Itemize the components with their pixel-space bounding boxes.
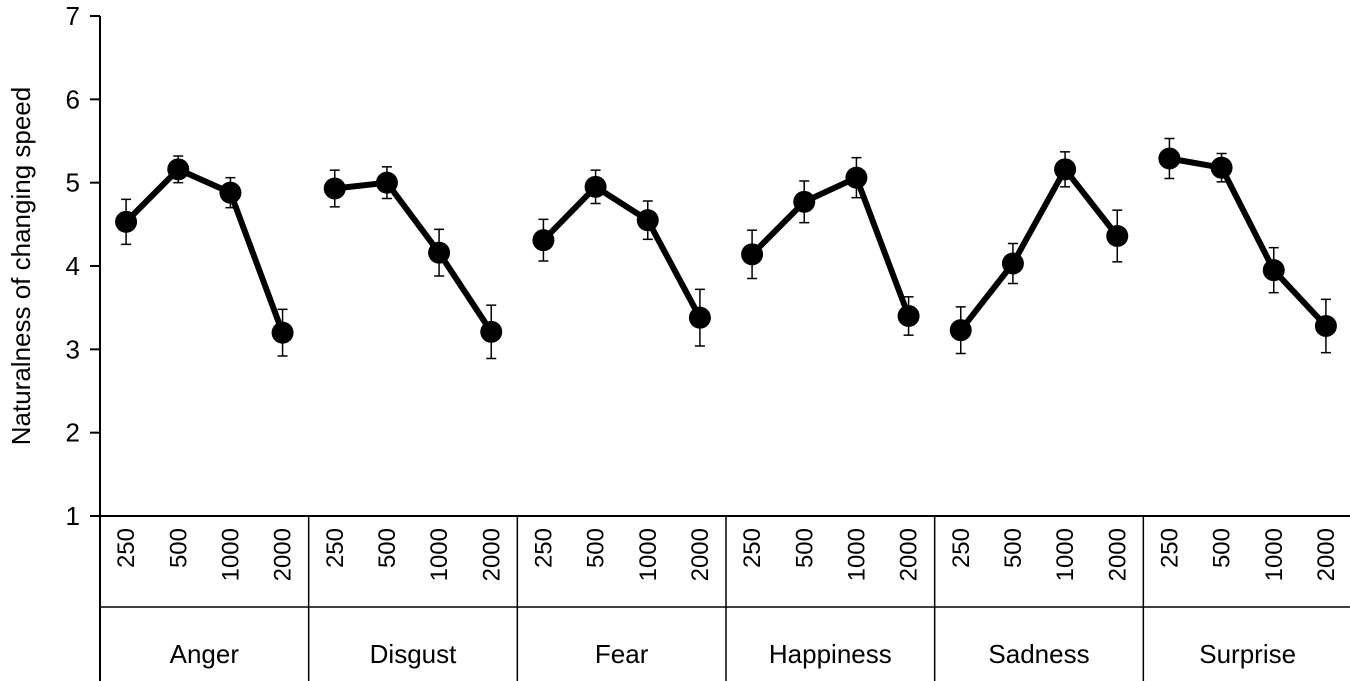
y-tick-label: 3 — [66, 334, 80, 364]
y-tick-label: 7 — [66, 1, 80, 31]
x-tick-label: 500 — [583, 528, 610, 568]
x-tick-label: 2000 — [478, 528, 505, 581]
x-tick-label: 1000 — [217, 528, 244, 581]
data-point — [584, 175, 607, 198]
x-tick-label: 1000 — [1261, 528, 1288, 581]
x-tick-label: 500 — [1209, 528, 1236, 568]
group-label: Anger — [170, 639, 240, 669]
x-tick-label: 500 — [374, 528, 401, 568]
data-point — [845, 166, 868, 189]
data-point — [897, 305, 920, 327]
x-tick-label: 1000 — [426, 528, 453, 581]
group-label: Sadness — [988, 639, 1089, 669]
data-point — [1001, 252, 1024, 275]
axes — [90, 15, 1350, 681]
x-tick-label: 250 — [322, 528, 349, 568]
x-tick-label: 500 — [791, 528, 818, 568]
data-point — [271, 321, 294, 344]
x-tick-label: 250 — [530, 528, 557, 568]
error-bars — [121, 137, 1331, 360]
series-line-happiness — [749, 174, 912, 318]
data-point — [1314, 315, 1337, 337]
group-label: Surprise — [1199, 639, 1296, 669]
x-tick-label: 2000 — [1104, 528, 1131, 581]
y-tick-label: 5 — [66, 168, 80, 198]
data-point — [1106, 225, 1129, 247]
data-point — [688, 306, 711, 329]
data-point — [375, 171, 398, 194]
x-tick-label: 250 — [739, 528, 766, 568]
x-tick-label: 2000 — [687, 528, 714, 581]
x-tick-label: 1000 — [843, 528, 870, 581]
data-point — [741, 243, 764, 266]
x-tick-label: 250 — [1156, 528, 1183, 568]
y-tick-label: 6 — [66, 84, 80, 114]
data-point — [167, 158, 190, 181]
data-point — [219, 181, 242, 204]
x-tick-label: 2000 — [896, 528, 923, 581]
y-tick-labels: 1 2 3 4 5 6 7 — [66, 1, 80, 531]
data-point — [1210, 156, 1233, 179]
x-tick-label: 250 — [113, 528, 140, 568]
series-line-fear — [541, 183, 703, 320]
data-point — [532, 229, 555, 252]
data-point — [323, 177, 346, 200]
data-point — [428, 241, 451, 264]
x-tick-label: 2000 — [1313, 528, 1340, 581]
data-points — [115, 147, 1337, 344]
y-tick-label: 1 — [66, 501, 80, 531]
y-tick-label: 4 — [66, 251, 80, 281]
group-label: Fear — [595, 639, 649, 669]
x-tick-label: 1000 — [635, 528, 662, 581]
series-line-sadness — [958, 166, 1120, 333]
group-label: Disgust — [370, 639, 457, 669]
data-point — [480, 320, 503, 343]
data-point — [1054, 158, 1077, 181]
data-point — [793, 190, 816, 213]
x-tick-label: 1000 — [1052, 528, 1079, 581]
x-tick-label: 500 — [1000, 528, 1027, 568]
x-tick-label: 500 — [165, 528, 192, 568]
data-point — [949, 319, 972, 342]
group-labels: Anger Disgust Fear Happiness Sadness Surprise — [170, 639, 1296, 669]
y-axis-label: Naturalness of changing speed — [6, 87, 36, 445]
data-point — [1262, 259, 1285, 282]
series-line-disgust — [334, 179, 494, 334]
series-line-anger — [123, 166, 286, 334]
data-point — [115, 210, 138, 233]
group-label: Happiness — [769, 639, 892, 669]
data-point — [1158, 147, 1181, 170]
x-tick-label: 250 — [948, 528, 975, 568]
y-tick-label: 2 — [66, 418, 80, 448]
series-lines — [123, 155, 1329, 334]
x-tick-label: 2000 — [270, 528, 297, 581]
series-line-surprise — [1168, 155, 1329, 329]
data-point — [636, 209, 659, 232]
x-tick-labels: 250 500 1000 2000 250 500 1000 2000 250 500 1000 20… — [113, 528, 1340, 581]
